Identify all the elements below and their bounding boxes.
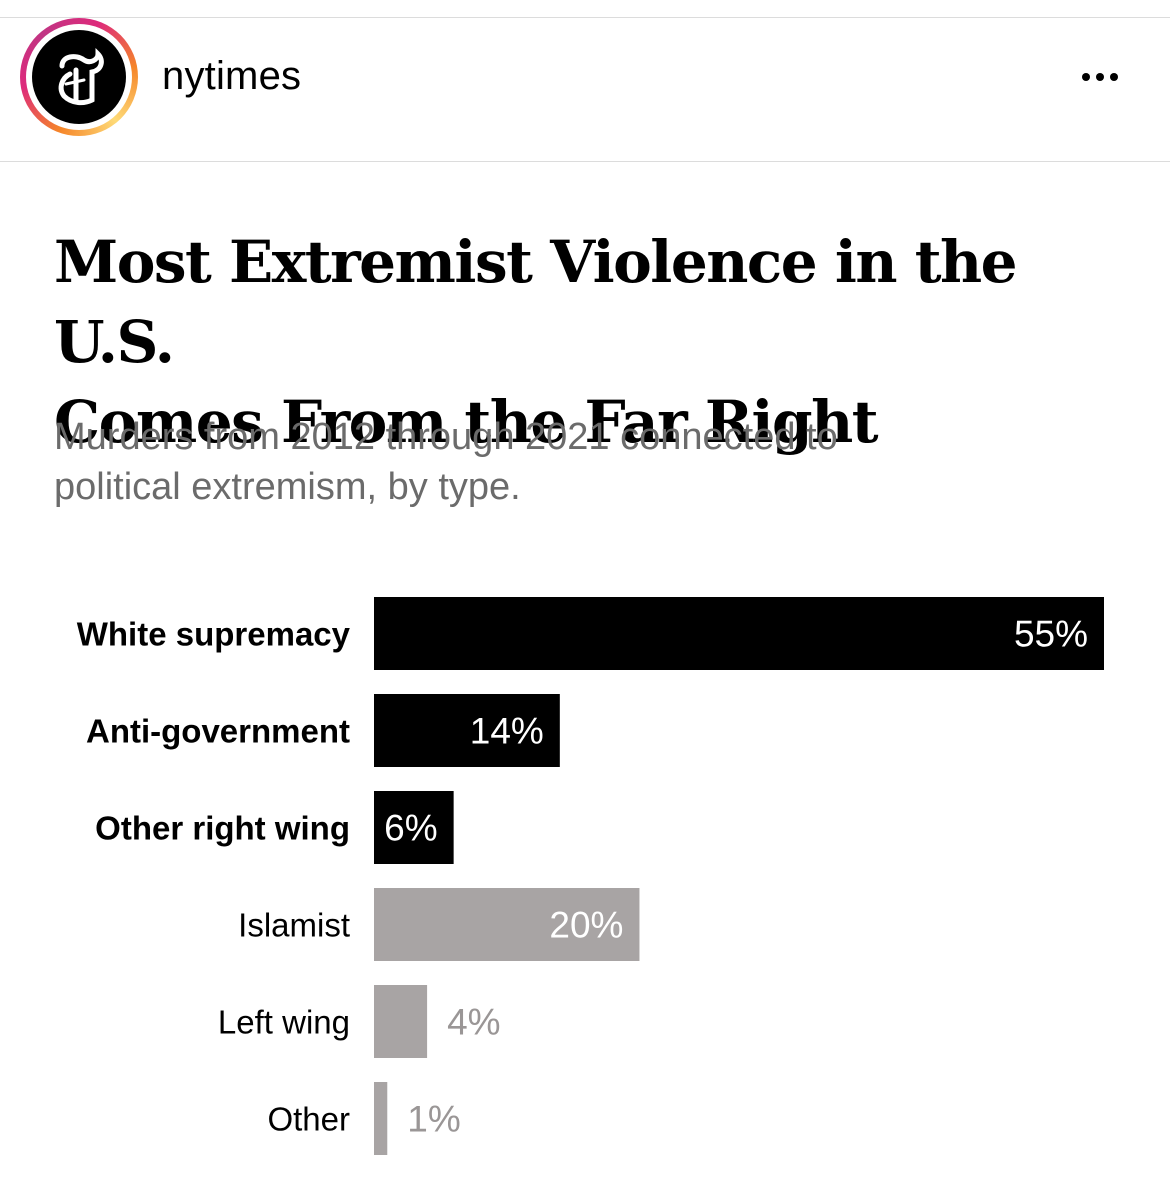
avatar[interactable] (20, 18, 138, 136)
category-label-left-wing: Left wing (218, 1004, 350, 1041)
chart-subtitle-line-1: Murders from 2012 through 2021 connected… (54, 416, 838, 458)
nyt-logo-icon (32, 30, 126, 124)
chart-title-line-2: Comes From the Far Right (54, 388, 879, 456)
bar-islamist (374, 888, 640, 961)
value-label-islamist: 20% (549, 905, 623, 946)
chart-title: Most Extremist Violence in the U.S. Come… (54, 222, 1154, 462)
bar-left-wing (374, 985, 428, 1058)
post-header: nytimes (0, 18, 1170, 162)
value-label-left-wing: 4% (447, 1002, 500, 1043)
top-divider (0, 17, 1170, 18)
username[interactable]: nytimes (162, 54, 302, 98)
category-label-other: Other (267, 1101, 350, 1138)
value-label-other: 1% (407, 1099, 460, 1140)
more-options-icon[interactable] (1068, 62, 1132, 92)
value-label-white-supremacy: 55% (1014, 614, 1088, 655)
bar-other-right-wing (374, 791, 454, 864)
category-label-anti-government: Anti-government (86, 713, 350, 750)
category-label-white-supremacy: White supremacy (77, 616, 351, 653)
chart-subtitle: Murders from 2012 through 2021 connected… (54, 412, 1054, 512)
chart-title-line-1: Most Extremist Violence in the U.S. (54, 228, 1018, 376)
category-label-islamist: Islamist (238, 907, 350, 944)
value-label-anti-government: 14% (470, 711, 544, 752)
bar-white-supremacy (374, 597, 1104, 670)
category-label-other-right-wing: Other right wing (95, 810, 350, 847)
chart-subtitle-line-2: political extremism, by type. (54, 466, 521, 508)
bar-chart: White supremacy 55% Anti-government 14% Othe… (77, 597, 1104, 1155)
value-label-other-right-wing: 6% (384, 808, 437, 849)
bar-other (374, 1082, 388, 1155)
bar-anti-government (374, 694, 560, 767)
